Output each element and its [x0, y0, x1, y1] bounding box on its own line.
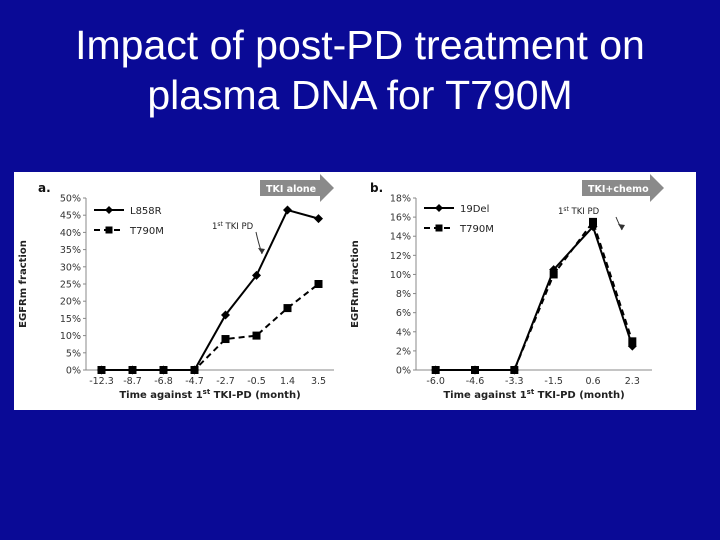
chart-1-y-tick-label: 30%	[60, 262, 81, 273]
chart-2-y-tick-label: 8%	[396, 289, 411, 300]
chart-1-legend-1-marker	[105, 206, 113, 214]
chart-1-series-1-point	[314, 214, 323, 224]
chart-1-y-tick-label: 20%	[60, 297, 81, 308]
chart-1-series-2-point	[252, 331, 261, 340]
chart-1-treatment-label: TKI alone	[266, 184, 316, 195]
slide-title-line1: Impact of post-PD treatment on	[75, 22, 645, 68]
chart-2-x-tick-label: -6.0	[426, 376, 445, 387]
chart-1-x-tick-label: 1.4	[280, 376, 295, 387]
chart-1-y-tick-label: 15%	[60, 314, 81, 325]
chart-2-panel-label: b.	[370, 181, 383, 195]
chart-2-x-tick-label: -1.5	[544, 376, 563, 387]
chart-1-x-axis-label: Time against 1st TKI-PD (month)	[119, 388, 300, 401]
chart-2-y-tick-label: 18%	[390, 194, 411, 205]
chart-1-y-tick-label: 40%	[60, 228, 81, 239]
chart-2-annotation: 1st TKI PD	[558, 206, 600, 218]
chart-1-x-tick-label: -0.5	[247, 376, 266, 387]
chart-2-x-tick-label: 2.3	[625, 376, 640, 387]
chart-2-x-axis-label: Time against 1st TKI-PD (month)	[443, 388, 624, 401]
chart-1-legend-1-label: L858R	[130, 206, 162, 217]
chart-2-annotation-arrowhead	[618, 224, 625, 230]
chart-2-y-tick-label: 10%	[390, 270, 411, 281]
chart-1-series-2-point	[314, 280, 323, 288]
chart-1-annotation-arrowhead	[258, 248, 265, 254]
chart-1-y-axis-label: EGFRm fraction	[18, 240, 29, 328]
chart-1-series-1-point	[221, 310, 230, 320]
chart-1-annotation: 1st TKI PD	[212, 221, 254, 233]
chart-1-legend-2-marker	[105, 226, 113, 234]
chart-2-series-2-point	[471, 366, 479, 374]
chart-2-y-tick-label: 0%	[396, 366, 411, 377]
chart-2-treatment-arrow	[582, 174, 664, 202]
chart-2-y-tick-label: 12%	[390, 251, 411, 262]
chart-1-series-2-line	[101, 283, 320, 371]
chart-2-x-tick-label: -4.6	[466, 376, 485, 387]
chart-1-series-2-point	[128, 366, 137, 374]
slide-title-line2: plasma DNA for T790M	[147, 72, 573, 118]
chart-1-x-tick-label: -2.7	[216, 376, 235, 387]
chart-2-y-tick-label: 4%	[396, 327, 411, 338]
chart-1-legend-2-label: T790M	[129, 226, 164, 237]
chart-1-x-tick-label: -6.8	[154, 376, 173, 387]
chart-1-y-tick-label: 5%	[66, 348, 81, 359]
chart-2-y-tick-label: 2%	[396, 346, 411, 357]
chart-2-y-tick-label: 16%	[390, 213, 411, 224]
chart-2-treatment-label: TKI+chemo	[588, 184, 649, 195]
chart-2-series-2-point	[549, 270, 558, 279]
chart-1-y-tick-label: 10%	[60, 331, 81, 342]
chart-2-x-tick-label: -3.3	[505, 376, 524, 387]
chart-2-series-2-point	[510, 366, 519, 374]
chart-1-series-1-point	[252, 270, 261, 280]
chart-1-y-tick-label: 45%	[60, 211, 81, 222]
chart-1-x-tick-label: -4.7	[185, 376, 204, 387]
chart-1-series-1-point	[283, 205, 292, 215]
chart-2-y-axis-label: EGFRm fraction	[350, 240, 361, 328]
chart-1-treatment-arrow	[260, 174, 334, 202]
chart-1-x-tick-label: -8.7	[123, 376, 142, 387]
chart-1-series-2-point	[97, 366, 106, 374]
chart-1-y-tick-label: 25%	[60, 280, 81, 291]
chart-2-y-tick-label: 14%	[390, 232, 411, 243]
chart-2-legend-1-label: 19Del	[460, 204, 489, 215]
chart-2-legend-1-marker	[435, 204, 443, 212]
chart-1-x-tick-label: 3.5	[311, 376, 326, 387]
chart-2-series-2-point	[589, 217, 597, 226]
chart-1-series-2-point	[190, 366, 199, 374]
charts-svg: a. TKI alone 0% 5% 10% 15% 20% 25% 30% 35% 40% 45% 5…	[18, 174, 664, 401]
chart-1-y-tick-label: 0%	[66, 366, 81, 377]
chart-1-series-2-point	[221, 335, 230, 344]
figure-panel: a. TKI alone 0% 5% 10% 15% 20% 25% 30% 35% 40% 45% 5…	[14, 172, 696, 410]
chart-2-series-1-line	[435, 224, 634, 371]
chart-1-series-2-point	[283, 304, 292, 313]
chart-2-legend-2-marker	[435, 224, 443, 232]
chart-2-y-tick-label: 6%	[396, 308, 411, 319]
chart-2-series-2-line	[435, 219, 634, 371]
chart-2-series-2-point	[431, 366, 440, 374]
chart-1-panel-label: a.	[38, 181, 51, 195]
chart-2-x-tick-label: 0.6	[585, 376, 600, 387]
chart-1-y-tick-label: 35%	[60, 245, 81, 256]
chart-2-legend-2-label: T790M	[459, 224, 494, 235]
chart-1-y-tick-label: 50%	[60, 194, 81, 205]
chart-1-series-2-point	[159, 366, 168, 374]
chart-1-series-1-line	[101, 208, 319, 371]
chart-1-x-tick-label: -12.3	[89, 376, 114, 387]
chart-2-series-2-point	[628, 337, 637, 346]
slide-title: Impact of post-PD treatment on plasma DN…	[0, 20, 720, 120]
